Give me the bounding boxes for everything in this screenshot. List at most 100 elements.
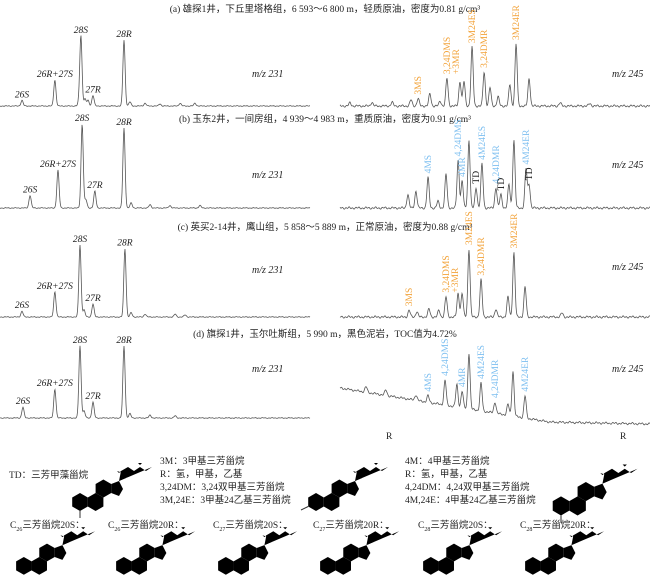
compound-rest: 三芳甾烷20R： [325, 521, 389, 531]
peak-label: 28S [75, 114, 90, 124]
c27-20r-structure [320, 527, 400, 575]
mz-label-c-right: m/z 245 [612, 262, 644, 273]
trace-b-right [339, 140, 650, 210]
compound-label: C26三芳甾烷20S： [10, 520, 85, 537]
td-structure [72, 463, 152, 518]
peak-label: 28R [116, 30, 132, 40]
mz-label-b-right: m/z 245 [612, 160, 644, 171]
mz-label-a-right: m/z 245 [612, 69, 644, 80]
peak-label: 4,24DMS [454, 119, 464, 156]
c26-20r-structure [116, 527, 196, 575]
3m-structure [300, 463, 388, 511]
peak-label: 4M24ER [522, 129, 532, 165]
peak-label: TD [525, 167, 535, 180]
peak-label: 3M24ER [512, 5, 522, 41]
peak-label: 3,24DMR [477, 237, 487, 276]
legend-4m-line: 4,24DM：4,24双甲基三芳甾烷 [405, 483, 530, 493]
compound-n: 28 [526, 526, 533, 533]
legend-4m-line: 4M：4甲基三芳甾烷 [405, 457, 490, 467]
peak-label: 4M24ES [477, 345, 487, 379]
compound-n: 27 [219, 526, 226, 533]
compound-rest: 三芳甾烷20R： [120, 521, 184, 531]
peak-label: 26S [15, 90, 30, 100]
compound-label: C26三芳甾烷20R： [108, 520, 184, 537]
trace-b-left [0, 124, 311, 209]
mz-label-a-left: m/z 231 [252, 69, 284, 80]
peak-label: 4MR [458, 157, 468, 177]
peak-label: 26R+27S [40, 160, 76, 170]
mz-label-d-right: m/z 245 [612, 364, 644, 375]
peak-label: 3M24ES [468, 9, 478, 43]
compound-n: 27 [319, 526, 326, 533]
peak-label: 3M24ES [465, 211, 475, 245]
peak-label: 28S [73, 336, 88, 346]
peak-label: 27R [85, 86, 101, 96]
trace-c-left [0, 244, 311, 318]
peak-label: 27R [85, 294, 101, 304]
peak-label: TD [472, 171, 482, 184]
peak-label: 28R [117, 239, 133, 249]
peak-label: 4M24ES [478, 126, 488, 160]
trace-a-right [339, 43, 650, 108]
legend-3m-line: R：氢，甲基，乙基 [160, 470, 243, 480]
peak-label: 4,24DMS [441, 339, 451, 376]
compound-label: C28三芳甾烷20R： [520, 520, 596, 537]
mz-label-d-left: m/z 231 [252, 364, 284, 375]
trace-d-left [0, 345, 311, 419]
peak-label: 26R+27S [37, 70, 73, 80]
compound-n: 26 [114, 526, 121, 533]
compound-c: C [520, 521, 527, 531]
peak-label: 4MS [424, 373, 434, 391]
legend-4m-group: 4M：4甲基三芳甾烷 R：氢，甲基，乙基 4,24DM：4,24双甲基三芳甾烷 … [405, 456, 536, 508]
peak-label: 3,24DMS [443, 37, 453, 74]
panel-c-title: (c) 英买2-14井，鹰山组，5 858～5 889 m，正常原油，密度为0.… [177, 223, 473, 233]
compound-rest: 三芳甾烷20S： [225, 521, 288, 531]
c27-20s-structure [218, 527, 298, 575]
peak-label: +3MR [451, 267, 461, 293]
peak-label: 3,24DMR [480, 29, 490, 68]
legend-3m-line: 3,24DM：3,24双甲基三芳甾烷 [160, 483, 285, 493]
peak-label: 4M24ER [521, 356, 531, 392]
compound-c: C [418, 521, 425, 531]
r-group-label-4m: R [620, 432, 627, 442]
compound-label: C27三芳甾烷20S： [213, 520, 288, 537]
peak-label: 26R+27S [37, 379, 73, 389]
peak-label: 4,24DMR [492, 145, 502, 184]
peak-label: 4MR [458, 367, 468, 387]
compound-n: 26 [16, 526, 23, 533]
peak-label: TD [497, 178, 507, 191]
mz-label-b-left: m/z 231 [252, 170, 284, 181]
c28-20s-structure [423, 527, 503, 575]
peak-label: 28R [116, 118, 132, 128]
legend-4m-line: R：氢，甲基，乙基 [405, 470, 488, 480]
4m-structure [552, 464, 638, 523]
legend-3m-line: 3M,24E：3甲基24乙基三芳甾烷 [160, 496, 291, 506]
c26-20s-structure [16, 527, 96, 575]
peak-label: 3MS [405, 288, 415, 306]
panel-b-title: (b) 玉东2井，一间房组，4 939～4 983 m，重质原油，密度为0.91… [178, 115, 472, 125]
trace-d-right [339, 354, 650, 426]
legend-td: TD：三芳甲藻甾烷 [9, 471, 89, 481]
peak-label: 28S [73, 235, 88, 245]
peak-label: 26S [23, 185, 38, 195]
peak-label: 4,24DMR [491, 359, 501, 398]
panel-a-title: (a) 雄探1井，下丘里塔格组，6 593～6 800 m，轻质原油，密度为0.… [169, 5, 481, 15]
peak-label: 26S [16, 397, 31, 407]
compound-c: C [10, 521, 17, 531]
peak-label: 28S [74, 26, 89, 36]
compound-rest: 三芳甾烷20R： [532, 521, 596, 531]
r-group-label-3m: R [386, 432, 393, 442]
c28-20r-structure [525, 527, 605, 575]
compound-c: C [313, 521, 320, 531]
panel-d-title: (d) 旗探1井，玉尔吐斯组，5 990 m，黑色泥岩，TOC值为4.72% [193, 330, 457, 340]
trace-c-right [339, 250, 650, 319]
compound-rest: 三芳甾烷20S： [22, 521, 85, 531]
peak-label: 27R [85, 392, 101, 402]
peak-label: 28R [116, 336, 132, 346]
peak-label: 3,24DMS [442, 255, 452, 292]
peak-label: 4MS [424, 155, 434, 173]
compound-n: 28 [424, 526, 431, 533]
compound-c: C [108, 521, 115, 531]
peak-label: 27R [87, 181, 103, 191]
